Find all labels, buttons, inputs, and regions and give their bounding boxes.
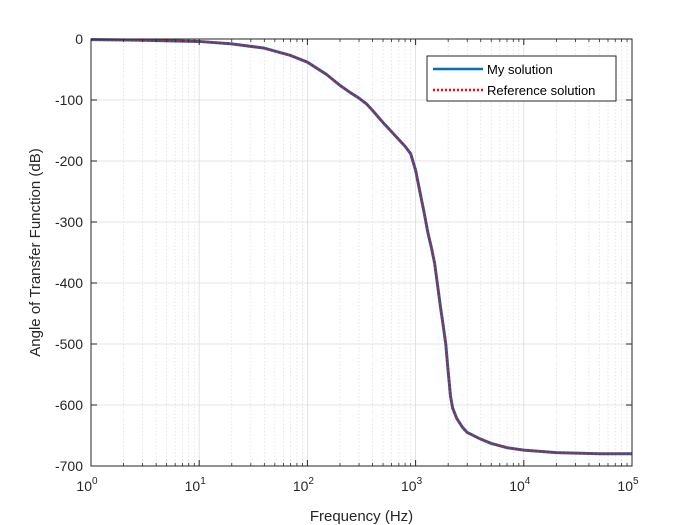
x-tick-label: 105 [617, 476, 639, 494]
y-tick-label: -600 [55, 397, 83, 413]
y-tick-label: -100 [55, 92, 83, 108]
x-tick-label: 103 [401, 476, 423, 494]
axes-background [91, 39, 632, 466]
x-tick-label: 101 [185, 476, 207, 494]
y-tick-label: -700 [55, 458, 83, 474]
tick-labels: 100 101 102 103 104 105 0 -100 -200 -300 -400 -500 -… [55, 31, 639, 494]
y-tick-label: -500 [55, 336, 83, 352]
legend-box [426, 55, 617, 102]
y-tick-label: -200 [55, 153, 83, 169]
legend-label-my-solution: My solution [487, 62, 553, 77]
y-axis-label: Angle of Transfer Function (dB) [27, 148, 44, 356]
x-tick-label: 102 [293, 476, 315, 494]
y-tick-label: 0 [75, 31, 83, 47]
series-layer [90, 38, 632, 456]
y-tick-label: -300 [55, 214, 83, 230]
series-line-reference-solution [90, 38, 632, 455]
axes-box [90, 38, 633, 467]
x-tick-label: 100 [76, 476, 98, 494]
x-axis-label: Frequency (Hz) [310, 508, 413, 525]
axis-ticks [90, 38, 633, 467]
y-tick-label: -400 [55, 275, 83, 291]
legend: My solution Reference solution [426, 55, 617, 102]
minor-grid [123, 39, 628, 466]
x-tick-label: 104 [509, 476, 531, 494]
legend-label-reference-solution: Reference solution [487, 83, 595, 98]
